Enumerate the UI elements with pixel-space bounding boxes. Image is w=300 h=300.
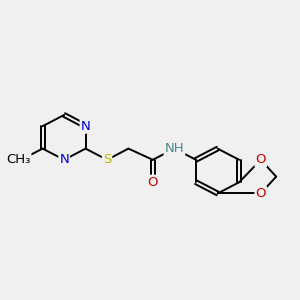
Text: CH₃: CH₃ — [6, 153, 30, 166]
Text: O: O — [148, 176, 158, 189]
Text: N: N — [59, 153, 69, 166]
Text: O: O — [256, 153, 266, 166]
Text: NH: NH — [165, 142, 184, 155]
Text: N: N — [81, 120, 90, 133]
Text: S: S — [103, 153, 111, 166]
Text: O: O — [256, 187, 266, 200]
